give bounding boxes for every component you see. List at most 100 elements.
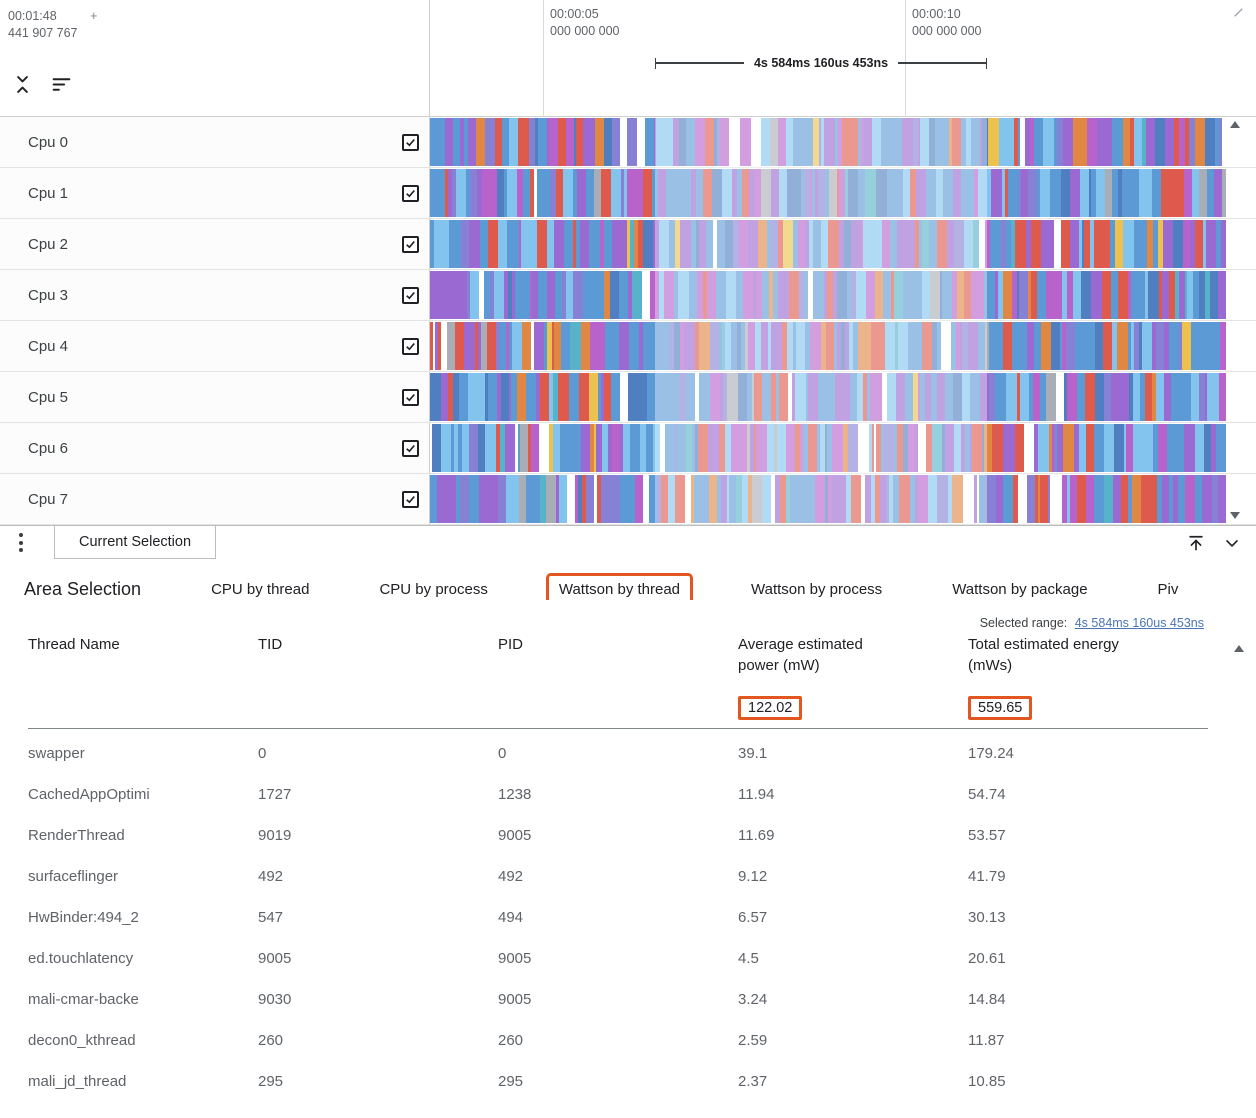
track-checkbox[interactable] <box>402 439 419 457</box>
slice <box>1061 220 1070 268</box>
slice <box>913 373 919 421</box>
slice <box>863 220 868 268</box>
track-timeline[interactable] <box>430 474 1256 524</box>
selection-tab-piv[interactable]: Piv <box>1157 581 1179 598</box>
slice <box>456 475 461 523</box>
slice <box>1161 169 1169 217</box>
track-checkbox[interactable] <box>402 133 419 151</box>
track-timeline[interactable] <box>430 423 1256 473</box>
slice <box>702 271 708 319</box>
table-row[interactable]: CachedAppOptimi 1727 1238 11.94 54.74 <box>0 774 1256 815</box>
track-checkbox[interactable] <box>402 184 419 202</box>
slice <box>795 373 806 421</box>
table-row[interactable]: ed.touchlatency 9005 9005 4.5 20.61 <box>0 938 1256 979</box>
slice <box>942 424 946 472</box>
slice <box>479 271 485 319</box>
selection-tab-wattson-by-thread[interactable]: Wattson by thread <box>545 573 694 600</box>
table-row[interactable]: HwBinder:494_2 547 494 6.57 30.13 <box>0 897 1256 938</box>
slice <box>851 220 861 268</box>
table-scroll-up-icon[interactable] <box>1234 645 1244 652</box>
track-shell[interactable]: Cpu 1 <box>0 168 430 218</box>
slice <box>980 373 989 421</box>
track-checkbox[interactable] <box>402 235 419 253</box>
slice <box>1104 169 1112 217</box>
track-shell[interactable]: Cpu 5 <box>0 372 430 422</box>
slice <box>778 220 784 268</box>
filter-tracks-icon[interactable] <box>51 74 72 95</box>
viewport-plus: + <box>90 9 98 23</box>
track-checkbox[interactable] <box>402 490 419 508</box>
slice <box>526 373 536 421</box>
track-timeline[interactable] <box>430 372 1256 422</box>
track-checkbox[interactable] <box>402 286 419 304</box>
slice <box>1103 424 1115 472</box>
slice <box>1207 373 1215 421</box>
slice <box>487 322 497 370</box>
selected-range-link[interactable]: 4s 584ms 160us 453ns <box>1074 616 1204 630</box>
slice <box>742 475 749 523</box>
table-row[interactable]: decon0_kthread 260 260 2.59 11.87 <box>0 1020 1256 1061</box>
column-pid: PID <box>498 636 524 653</box>
slice <box>841 118 850 166</box>
track-shell[interactable]: Cpu 0 <box>0 117 430 167</box>
slice <box>979 475 986 523</box>
slice <box>1027 475 1035 523</box>
table-row[interactable]: RenderThread 9019 9005 11.69 53.57 <box>0 815 1256 856</box>
drag-handle-icon[interactable] <box>0 526 42 559</box>
track-row: Cpu 7 <box>0 474 1256 525</box>
slice <box>611 220 621 268</box>
collapse-panel-icon[interactable] <box>1222 533 1242 553</box>
slice <box>1130 322 1134 370</box>
selection-tab-wattson-by-package[interactable]: Wattson by package <box>952 581 1088 598</box>
slice <box>628 322 639 370</box>
corner-handle-icon <box>1231 5 1246 25</box>
slice <box>1130 169 1140 217</box>
slice <box>485 424 497 472</box>
table-row[interactable]: surfaceflinger 492 492 9.12 41.79 <box>0 856 1256 897</box>
table-row[interactable]: swapper 0 0 39.1 179.24 <box>0 733 1256 774</box>
track-shell[interactable]: Cpu 3 <box>0 270 430 320</box>
slice <box>699 322 710 370</box>
slice <box>1130 118 1135 166</box>
selection-tab-cpu-by-process[interactable]: CPU by process <box>379 581 488 598</box>
slice <box>658 271 664 319</box>
selection-tab-wattson-by-process[interactable]: Wattson by process <box>751 581 883 598</box>
slice <box>798 220 806 268</box>
track-label: Cpu 4 <box>28 337 69 355</box>
slice <box>998 322 1004 370</box>
slice <box>815 475 826 523</box>
scroll-up-icon[interactable] <box>1230 121 1240 128</box>
tracks-scrollbar[interactable] <box>1226 121 1244 519</box>
track-checkbox[interactable] <box>402 337 419 355</box>
slice <box>1155 322 1164 370</box>
track-timeline[interactable] <box>430 168 1256 218</box>
slice <box>455 322 464 370</box>
track-shell[interactable]: Cpu 7 <box>0 474 430 524</box>
track-shell[interactable]: Cpu 4 <box>0 321 430 371</box>
slice <box>548 118 559 166</box>
track-row: Cpu 0 <box>0 117 1256 168</box>
tab-current-selection[interactable]: Current Selection <box>54 526 217 559</box>
table-row[interactable]: mali-cmar-backe 9030 9005 3.24 14.84 <box>0 979 1256 1020</box>
track-timeline[interactable] <box>430 321 1256 371</box>
timeline-ruler[interactable]: 00:01:48 + 441 907 767 00:00:05 000 000 … <box>0 0 1256 117</box>
table-row[interactable]: mali_jd_thread 295 295 2.37 10.85 <box>0 1061 1256 1102</box>
expand-panel-icon[interactable] <box>1186 533 1206 553</box>
scroll-down-icon[interactable] <box>1230 512 1240 519</box>
slice <box>898 322 909 370</box>
track-timeline[interactable] <box>430 270 1256 320</box>
collapse-tracks-icon[interactable] <box>12 74 33 95</box>
slice <box>823 118 835 166</box>
track-shell[interactable]: Cpu 2 <box>0 219 430 269</box>
selection-tab-cpu-by-thread[interactable]: CPU by thread <box>211 581 310 598</box>
track-shell[interactable]: Cpu 6 <box>0 423 430 473</box>
track-timeline[interactable] <box>430 117 1256 167</box>
slice <box>913 118 918 166</box>
slice <box>721 475 728 523</box>
slice <box>1067 475 1070 523</box>
slice <box>775 475 781 523</box>
track-timeline[interactable] <box>430 219 1256 269</box>
slice <box>802 424 808 472</box>
track-checkbox[interactable] <box>402 388 419 406</box>
slice <box>842 424 848 472</box>
